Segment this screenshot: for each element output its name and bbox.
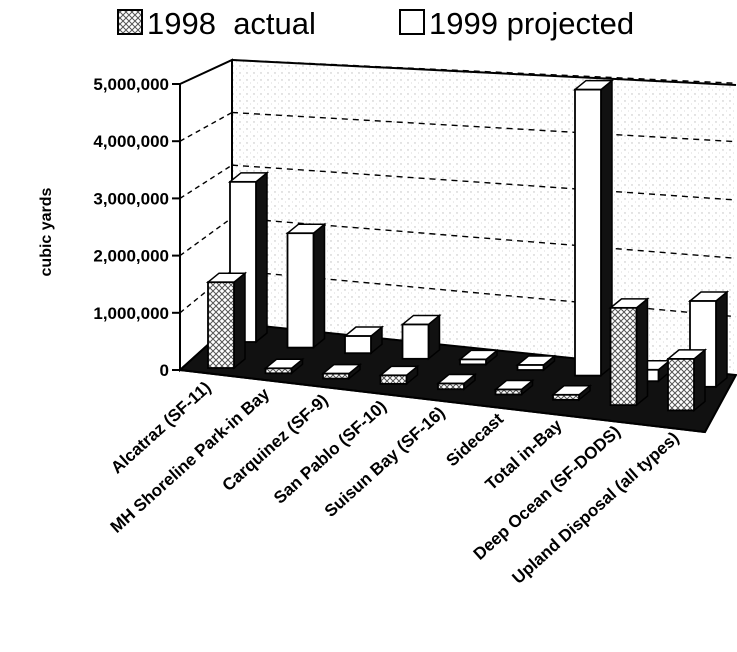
legend-swatch-1998 [117, 9, 143, 35]
bar-1998-actual [435, 372, 478, 391]
bar-1998-actual [608, 297, 650, 407]
gridline-side [179, 164, 233, 199]
bar-1999-projected [572, 79, 615, 378]
y-tick-label: 3,000,000 [93, 189, 169, 208]
bar-1998-actual [665, 348, 708, 412]
y-tick-label: 1,000,000 [93, 304, 169, 323]
bar-1999-projected [285, 222, 327, 350]
y-tick-label: 5,000,000 [93, 75, 169, 94]
floor-front-edge [179, 369, 706, 433]
gridline [231, 217, 737, 260]
gridline [231, 59, 737, 84]
gridline [231, 111, 737, 143]
back-wall-edge [231, 59, 737, 86]
legend-label-1998: 1998 actual [147, 6, 316, 41]
bar-1998-actual [320, 363, 363, 381]
category-label: San Pablo (SF-10) [270, 397, 390, 508]
gridline [231, 164, 737, 201]
y-axis-label: cubic yards [38, 187, 55, 276]
bar-1998-actual [205, 271, 248, 370]
y-tick-label: 4,000,000 [93, 132, 169, 151]
legend: 1998 actual 1999 projected [117, 6, 634, 41]
bar-1999-projected [342, 325, 385, 355]
gridline-side [179, 59, 233, 85]
legend-swatch-1999 [399, 9, 425, 35]
gridline-side [179, 217, 233, 257]
gridline-side [179, 111, 233, 142]
bar-1998-actual [493, 378, 535, 397]
y-tick-label: 2,000,000 [93, 247, 169, 266]
legend-label-1999: 1999 projected [429, 6, 634, 41]
bar-1998-actual [378, 364, 420, 386]
y-tick-label: 0 [160, 361, 169, 380]
bar-1998-actual [550, 384, 593, 402]
bar-1998-actual [263, 357, 305, 375]
bar-1999-projected [457, 348, 500, 366]
category-label: Suisun Bay (SF-16) [321, 403, 449, 521]
bar-1999-projected [515, 354, 557, 372]
bar-1999-projected [400, 313, 442, 361]
category-label: Sidecast [442, 409, 507, 470]
gridline [231, 269, 737, 318]
